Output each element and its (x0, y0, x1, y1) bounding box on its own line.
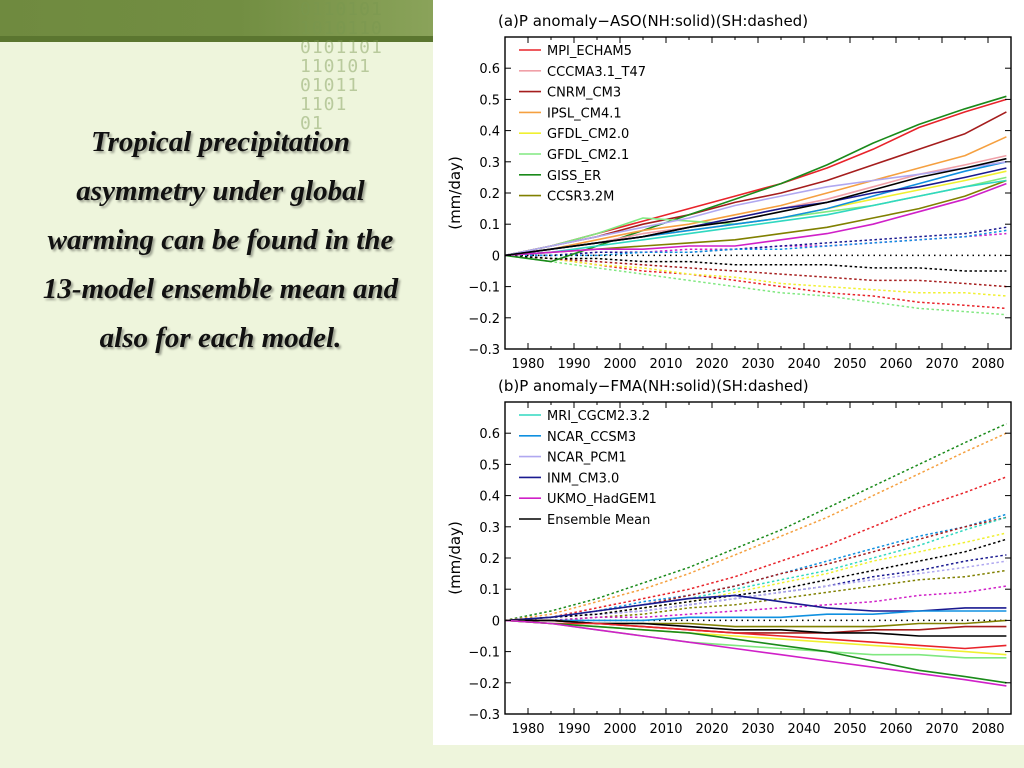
panel-2-legend-label: NCAR_CCSM3 (547, 430, 636, 445)
panel-1-series-ipsl-cm4-1-solid (504, 136, 1007, 257)
panel-2-series-mpi-echam5-dashed (504, 476, 1007, 622)
panel-2-y-tick-label: 0 (492, 614, 500, 629)
panel-2-y-tick-label: 0.1 (479, 583, 500, 598)
panel-1-y-tick-label: −0.2 (468, 312, 500, 327)
slide-caption-line-1: Tropical precipitation (90, 126, 351, 158)
panel-2-series-ncar-ccsm3-dashed (504, 513, 1007, 622)
panel-2-y-tick-label: 0.4 (479, 490, 500, 505)
panel-1-legend-label: GFDL_CM2.0 (547, 127, 629, 142)
panel-1-x-tick-label: 2040 (787, 357, 820, 372)
panel-2-y-tick-label: −0.1 (468, 646, 500, 661)
panel-2-series-cnrm-cm3-dashed (504, 516, 1007, 622)
panel-2-y-axis-label: (mm/day) (446, 521, 464, 595)
panel-2-x-tick-label: 2070 (925, 722, 958, 737)
panel-1-series-ncar-ccsm3-dashed (505, 229, 1007, 257)
panel-2-series-inm-cm3-0-dashed (504, 554, 1007, 622)
panel-2-y-tick-label: −0.2 (468, 677, 500, 692)
slide-caption-line-4: 13-model ensemble mean and (42, 273, 399, 305)
panel-2-y-tick-label: 0.5 (479, 458, 500, 473)
figure-panel: (a)P anomaly−ASO(NH:solid)(SH:dashed) (mm… (433, 0, 1024, 745)
panel-2-x-tick-label: 2030 (741, 722, 774, 737)
panel-1-x-tick-label: 2030 (741, 357, 774, 372)
panel-1-legend-label: GISS_ER (547, 169, 601, 184)
slide-caption: Tropical precipitation asymmetry under g… (8, 118, 433, 363)
panel-2-legend-label: NCAR_PCM1 (547, 451, 627, 466)
panel-2-y-tick-label: −0.3 (468, 708, 500, 723)
binary-pattern-decoration: 0110101 1010110 0101101 110101 01011 1101 01 (300, 0, 383, 134)
panel-2-series-ensemble-mean-dashed (504, 538, 1007, 622)
panel-1-x-tick-label: 1990 (557, 357, 590, 372)
panel-2-series-ukmo-hadgem1-solid (504, 619, 1007, 687)
panel-1-x-tick-label: 2010 (649, 357, 682, 372)
panel-2-y-tick-label: 0.3 (479, 521, 500, 536)
panel-1-y-tick-label: 0.2 (479, 187, 500, 202)
panel-2-x-tick-label: 2050 (833, 722, 866, 737)
panel-1-legend-label: GFDL_CM2.1 (547, 148, 629, 163)
panel-2-legend-label: INM_CM3.0 (547, 471, 619, 486)
panel-2-title: (b)P anomaly−FMA(NH:solid)(SH:dashed) (498, 377, 809, 395)
panel-1-series-cnrm-cm3-dashed (504, 254, 1007, 288)
panel-2-legend-label: UKMO_HadGEM1 (547, 492, 657, 507)
panel-2-series-ipsl-cm4-1-dashed (504, 432, 1007, 622)
panel-2-x-tick-label: 2010 (649, 722, 682, 737)
panel-2-y-tick-label: 0.6 (479, 427, 500, 442)
panel-1-x-tick-label: 2000 (603, 357, 636, 372)
panel-1-legend-label: CNRM_CM3 (547, 86, 621, 101)
panel-1-x-tick-label: 2020 (695, 357, 728, 372)
panel-1-series-inm-cm3-0-dashed (505, 226, 1007, 257)
panel-2-series-gfdl-cm2-0-dashed (504, 532, 1007, 622)
panel-2-series-ncar-ccsm3-solid (505, 610, 1007, 622)
panel-1-legend-label: CCSR3.2M (547, 190, 614, 205)
panel-1-title: (a)P anomaly−ASO(NH:solid)(SH:dashed) (498, 12, 808, 30)
panel-2-x-tick-label: 1980 (511, 722, 544, 737)
top-header-band (0, 0, 433, 36)
panel-1-series-gfdl-cm2-1-dashed (504, 254, 1007, 316)
panel-1-legend-label: MPI_ECHAM5 (547, 44, 632, 59)
panel-1-y-tick-label: 0.6 (479, 62, 500, 77)
panel-1-y-tick-label: 0.5 (479, 93, 500, 108)
slide-caption-line-2: asymmetry under global (76, 175, 365, 207)
panel-1-x-tick-label: 2070 (925, 357, 958, 372)
panel-1-y-tick-label: 0 (492, 249, 500, 264)
panel-2-x-tick-label: 2000 (603, 722, 636, 737)
panel-1-y-tick-label: 0.4 (479, 125, 500, 140)
panel-2-x-tick-label: 1990 (557, 722, 590, 737)
panel-1-x-tick-label: 1980 (511, 357, 544, 372)
panel-2-x-tick-label: 2040 (787, 722, 820, 737)
panel-2-series-giss-er-dashed (504, 423, 1007, 622)
panel-1-series-ncar-pcm1-solid (504, 161, 1007, 257)
panel-1-series-giss-er-solid (504, 95, 1007, 263)
panel-2-series-mri-cgcm2-3-2-dashed (504, 516, 1007, 622)
panel-2-series-giss-er-solid (504, 619, 1007, 684)
panel-1-x-tick-label: 2060 (879, 357, 912, 372)
panel-1-y-tick-label: −0.1 (468, 281, 500, 296)
panel-2-x-tick-label: 2020 (695, 722, 728, 737)
panel-1-y-tick-label: 0.3 (479, 156, 500, 171)
panel-1-y-axis-label: (mm/day) (446, 156, 464, 230)
panel-2-series-mpi-echam5-solid (504, 619, 1007, 650)
panel-2-legend-label: MRI_CGCM2.3.2 (547, 409, 650, 424)
precipitation-anomaly-figure: (a)P anomaly−ASO(NH:solid)(SH:dashed) (mm… (446, 12, 1012, 737)
panel-2-x-tick-label: 2080 (971, 722, 1004, 737)
panel-2-y-tick-label: 0.2 (479, 552, 500, 567)
panel-1-series-mri-cgcm2-3-2-solid (504, 179, 1007, 257)
panel-1-series-ukmo-hadgem1-solid (504, 182, 1007, 257)
panel-1-y-tick-label: 0.1 (479, 218, 500, 233)
panel-1-legend-label: CCCMA3.1_T47 (547, 65, 646, 80)
panel-1-y-tick-label: −0.3 (468, 343, 500, 358)
panel-1-series-gfdl-cm2-0-dashed (504, 254, 1007, 297)
panel-1-legend-label: IPSL_CM4.1 (547, 106, 622, 121)
panel-1-series-ensemble-mean-dashed (504, 254, 1007, 272)
panel-1-x-tick-label: 2080 (971, 357, 1004, 372)
slide-caption-line-3: warming can be found in the (47, 224, 394, 256)
panel-1-x-tick-label: 2050 (833, 357, 866, 372)
top-header-rule (0, 36, 433, 42)
panel-2-x-tick-label: 2060 (879, 722, 912, 737)
panel-2-legend-label: Ensemble Mean (547, 513, 650, 528)
slide-caption-line-5: also for each model. (99, 322, 342, 354)
panel-1-series-ensemble-mean-solid (504, 157, 1007, 257)
